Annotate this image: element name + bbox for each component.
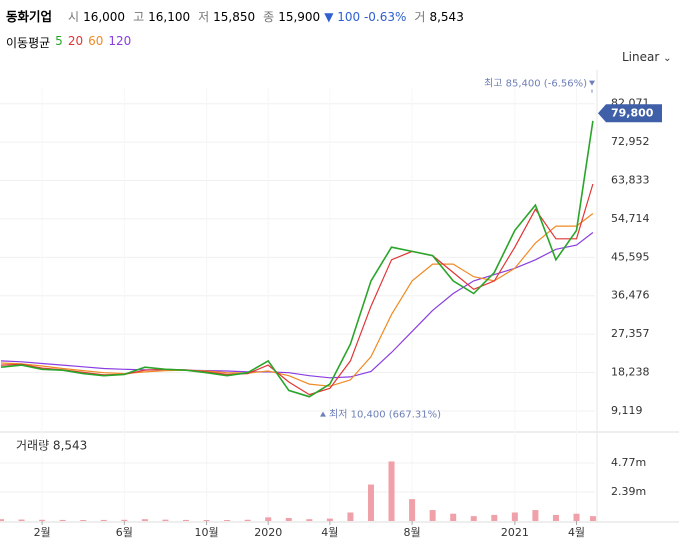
volume-bar: [388, 461, 395, 521]
y-tick-label: 63,833: [611, 174, 650, 187]
legend-entry: 20: [67, 34, 84, 48]
high-label: 고: [133, 10, 145, 24]
x-tick-label: 6월: [116, 526, 133, 539]
volume-bar: [80, 520, 87, 521]
volume-bar: [450, 513, 457, 521]
y-tick-label: 27,357: [611, 327, 650, 340]
volume-bar: [0, 519, 5, 521]
volume-bar: [552, 514, 559, 521]
min-arrow: [320, 411, 326, 417]
max-label: 최고 85,400 (-6.56%): [484, 78, 587, 90]
volume-bar: [39, 519, 46, 521]
volume-bar: [203, 520, 210, 521]
x-tick-label: 4월: [321, 526, 338, 539]
y-tick-label: 4.77m: [611, 456, 646, 469]
change: ▼ 100 -0.63%: [324, 10, 407, 24]
volume-bar: [409, 499, 416, 521]
volume-bar: [244, 519, 251, 521]
volume-bar: [183, 519, 190, 521]
volume-title: 거래량 8,543: [16, 439, 87, 453]
volume-bar: [59, 519, 66, 521]
y-tick-label: 72,952: [611, 135, 650, 148]
x-tick-label: 2021: [501, 526, 529, 539]
y-tick-label: 45,595: [611, 250, 650, 263]
volume-bar: [326, 518, 333, 521]
y-tick-label: 36,476: [611, 289, 650, 302]
low: 15,850: [213, 10, 256, 24]
high: 16,100: [148, 10, 191, 24]
volume-bar: [285, 517, 292, 521]
legend: 이동평균 5 20 60 120: [6, 34, 131, 51]
x-tick-label: 4월: [568, 526, 585, 539]
volume-bar: [367, 484, 374, 521]
volume-label: 거: [414, 10, 426, 24]
open: 16,000: [83, 10, 126, 24]
ma-line: [0, 120, 594, 398]
volume-bar: [306, 519, 313, 521]
volume-bar: [121, 519, 128, 521]
current-price-label: 79,800: [611, 106, 654, 119]
legend-title: 이동평균: [6, 36, 51, 50]
ma-line: [0, 183, 594, 396]
volume-bar: [532, 510, 539, 521]
volume-bar: [470, 516, 477, 521]
ma-line: [0, 213, 594, 387]
y-tick-label: 18,238: [611, 366, 650, 379]
x-tick-label: 8월: [404, 526, 421, 539]
low-label: 저: [198, 10, 210, 24]
max-arrow: [589, 80, 595, 86]
close-label: 종: [263, 10, 275, 24]
close: 15,900: [278, 10, 321, 24]
volume-bar: [100, 519, 107, 521]
volume-bar: [347, 512, 354, 521]
scale-label[interactable]: Linear: [622, 50, 660, 64]
y-tick-label: 2.39m: [611, 485, 646, 498]
volume-bar: [573, 513, 580, 521]
x-tick-label: 2월: [34, 526, 51, 539]
header: 동화기업 시 16,000 고 16,100 저 15,850 종 15,900 ▼ 1…: [6, 6, 464, 25]
x-tick-label: 10월: [194, 526, 218, 539]
volume-bar: [162, 519, 169, 521]
scale-selector[interactable]: Linear ⌄: [622, 50, 672, 64]
volume-bar: [141, 519, 148, 521]
volume-bar: [491, 514, 498, 521]
stock-name: 동화기업: [6, 9, 53, 24]
legend-entry: 5: [55, 34, 63, 48]
volume-bar: [265, 517, 272, 521]
y-tick-label: 54,714: [611, 212, 650, 225]
legend-entry: 120: [108, 34, 132, 48]
legend-entry: 60: [88, 34, 104, 48]
x-tick-label: 2020: [254, 526, 282, 539]
open-label: 시: [68, 10, 80, 24]
volume-bar: [589, 516, 596, 521]
volume-bar: [511, 512, 518, 521]
y-tick-label: 9,119: [611, 404, 643, 417]
volume: 8,543: [429, 10, 464, 24]
current-price-tag: [598, 104, 662, 123]
volume-bar: [429, 510, 436, 521]
min-label: 최저 10,400 (667.31%): [329, 409, 441, 421]
volume-bar: [18, 519, 25, 521]
volume-bar: [224, 520, 231, 521]
ma-line: [0, 232, 594, 379]
